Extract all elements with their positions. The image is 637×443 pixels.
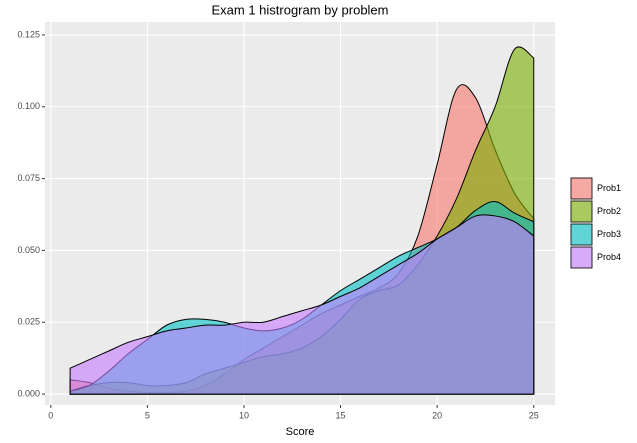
x-tick-label: 10 [239,410,249,420]
legend-label: Prob2 [597,206,621,216]
x-tick-label: 15 [336,410,346,420]
y-tick-label: 0.050 [17,245,40,255]
legend-key [570,246,593,269]
y-tick-label: 0.100 [17,101,40,111]
y-tick-label: 0.125 [17,29,40,39]
x-tick-label: 20 [432,410,442,420]
x-tick-label: 5 [145,410,150,420]
y-tick-label: 0.025 [17,317,40,327]
x-tick-label: 25 [529,410,539,420]
y-tick-label: 0.000 [17,388,40,398]
legend-label: Prob4 [597,252,621,262]
legend-key [570,200,593,223]
density-area [69,214,535,395]
x-tick-label: 0 [48,410,53,420]
legend-label: Prob1 [597,183,621,193]
chart-title: Exam 1 histrogram by problem [211,2,388,17]
legend-key [570,177,593,200]
legend-key [570,223,593,246]
legend-label: Prob3 [597,229,621,239]
y-tick-label: 0.075 [17,173,40,183]
x-axis-title: Score [286,426,315,438]
